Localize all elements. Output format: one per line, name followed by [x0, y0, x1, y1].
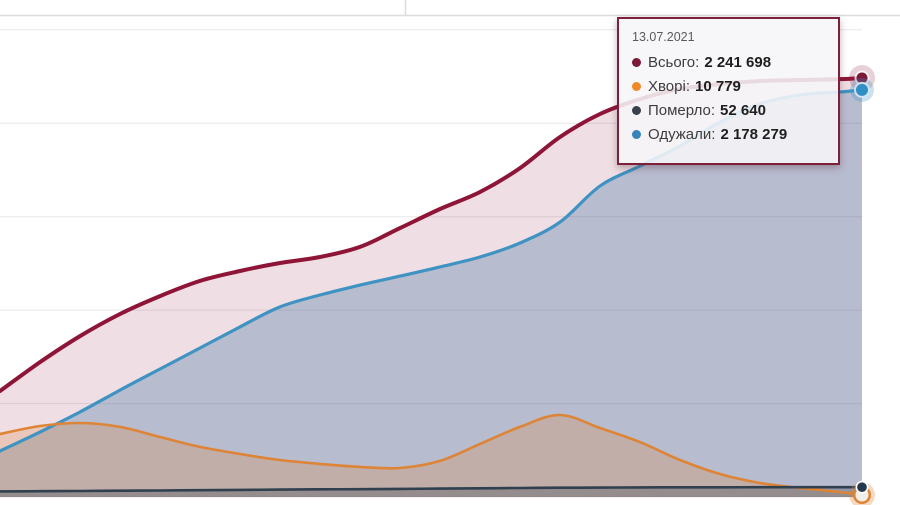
series-bullet-icon — [632, 57, 641, 67]
tooltip-row-recovered: Одужали: 2 178 279 — [632, 122, 826, 146]
marker-dot-total — [856, 72, 868, 84]
series-value: 2 241 698 — [704, 53, 772, 71]
line-deaths — [0, 485, 862, 493]
marker-dot-deaths — [857, 482, 867, 493]
series-bullet-icon — [632, 129, 641, 139]
series-value: 2 178 279 — [720, 125, 788, 143]
tooltip-date: 13.07.2021 — [632, 30, 695, 44]
series-value: 52 640 — [720, 101, 766, 119]
series-label: Одужали: — [648, 125, 716, 143]
series-label: Всього: — [648, 53, 700, 71]
area-total — [0, 78, 862, 497]
area-active — [0, 414, 862, 497]
gridlines — [0, 29, 862, 498]
series-label: Померло: — [648, 101, 716, 119]
area-recovered — [0, 89, 862, 498]
tooltip-row-active: Хворі: 10 779 — [632, 74, 826, 98]
line-active — [0, 413, 862, 497]
series-value: 10 779 — [695, 77, 741, 95]
area-deaths — [0, 487, 862, 497]
chart-tooltip: 13.07.2021 Всього: 2 241 698 Хворі: 10 7… — [617, 17, 840, 165]
marker-dot-recovered — [856, 83, 868, 96]
tooltip-row-total: Всього: 2 241 698 — [632, 50, 826, 74]
series-label: Хворі: — [648, 77, 690, 95]
tooltip-row-deaths: Померло: 52 640 — [632, 98, 826, 122]
series-bullet-icon — [632, 105, 641, 115]
end-markers — [849, 65, 875, 505]
series-areas — [0, 78, 862, 498]
series-bullet-icon — [632, 81, 641, 91]
top-divider — [0, 0, 900, 17]
